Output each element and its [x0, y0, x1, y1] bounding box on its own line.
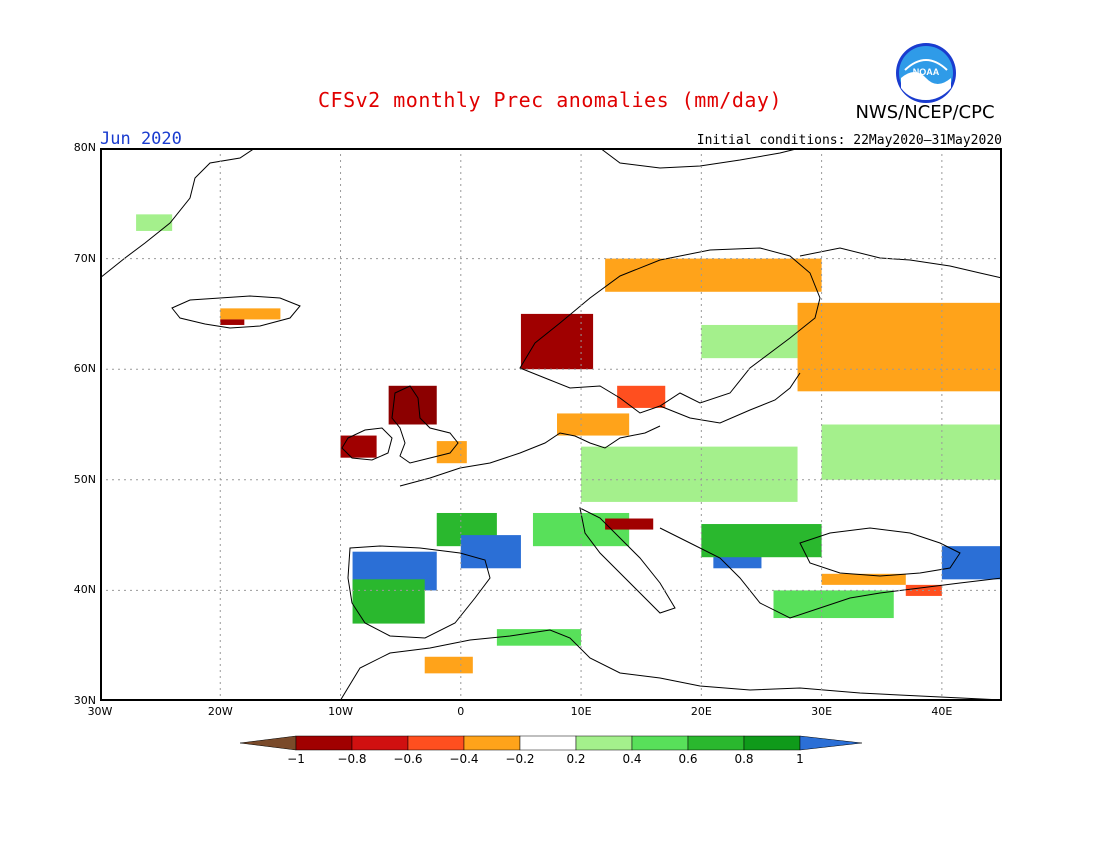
colorbar-label: 0.4 — [622, 752, 642, 766]
initial-conditions: Initial conditions: 22May2020–31May2020 — [696, 133, 1002, 148]
anomaly-layer — [136, 214, 1002, 674]
anomaly-region-adriatic-north — [605, 518, 654, 530]
anomaly-region-tunisia — [496, 629, 582, 646]
colorbar-swatch — [407, 735, 465, 751]
noaa-logo: NOAA — [896, 43, 956, 103]
colorbar — [240, 735, 862, 751]
lon-tick-label: 30W — [87, 705, 113, 718]
anomaly-region-romania — [701, 524, 822, 558]
lon-tick-label: 20W — [207, 705, 233, 718]
anomaly-region-germany-poland — [581, 446, 798, 502]
colorbar-min-arrow — [240, 735, 297, 751]
colorbar-label: 0.2 — [566, 752, 586, 766]
colorbar-swatch — [295, 735, 353, 751]
anomaly-region-north-scandinavia — [605, 258, 822, 292]
anomaly-region-caucasus — [941, 546, 1002, 580]
north-africa-coastline — [339, 629, 1002, 701]
colorbar-label: −0.4 — [449, 752, 479, 766]
colorbar-swatch — [351, 735, 409, 751]
chart-title: CFSv2 monthly Prec anomalies (mm/day) — [317, 88, 783, 112]
colorbar-swatch — [575, 735, 633, 751]
greenland-coastline — [100, 148, 256, 279]
colorbar-swatch — [463, 735, 521, 751]
lat-tick-label: 50N — [73, 472, 96, 486]
colorbar-label: 1 — [796, 752, 804, 766]
lon-tick-label: 10W — [328, 705, 353, 718]
lat-tick-label: 30N — [73, 694, 96, 707]
lat-tick-label: 60N — [73, 362, 96, 376]
ireland-coastline — [341, 427, 393, 461]
iberia-coastline — [347, 545, 491, 639]
colorbar-label: −0.2 — [505, 752, 535, 766]
graticule — [100, 148, 1002, 701]
colorbar-swatch — [519, 735, 577, 751]
anomaly-region-algeria-north — [424, 656, 473, 674]
anomaly-region-scotland — [388, 385, 437, 425]
anomaly-region-france-southwest — [460, 535, 521, 569]
lat-tick-label: 80N — [73, 141, 96, 154]
scandinavia-coastline — [519, 247, 821, 414]
colorbar-label: −0.6 — [393, 752, 423, 766]
anomaly-region-iceland-southwest — [220, 319, 245, 325]
coastlines — [100, 148, 1002, 701]
lat-tick-label: 40N — [73, 583, 96, 597]
baltic-coastline — [659, 372, 801, 424]
continental-coastline — [399, 425, 661, 487]
europe-map — [100, 148, 1002, 701]
svalbard-coastline — [599, 148, 801, 169]
lat-tick-label: 70N — [73, 251, 96, 265]
colorbar-swatch — [631, 735, 689, 751]
colorbar-swatch — [687, 735, 745, 751]
lon-tick-label: 0 — [457, 705, 465, 718]
anomaly-region-norway-coast — [520, 313, 594, 370]
colorbar-label: 0.8 — [734, 752, 754, 766]
anomaly-region-ireland — [340, 435, 377, 458]
anomaly-region-turkey-north — [821, 573, 906, 585]
noaa-logo-text: NOAA — [913, 67, 940, 77]
colorbar-label: 0.6 — [678, 752, 698, 766]
anomaly-region-ukraine-russia — [821, 424, 1002, 480]
colorbar-label: −1 — [287, 752, 305, 766]
lon-tick-label: 30E — [811, 705, 833, 718]
anomaly-region-northwest-russia — [797, 302, 1002, 392]
black-sea-coastline — [799, 527, 961, 577]
anomaly-region-baltic-denmark — [557, 413, 630, 436]
forecast-month: Jun 2020 — [100, 129, 182, 149]
russia-arctic-coastline — [799, 247, 1002, 279]
colorbar-label: −0.8 — [337, 752, 367, 766]
anomaly-region-finland-central — [701, 324, 798, 359]
anomaly-region-sweden-south — [617, 385, 666, 408]
agency-label: NWS/NCEP/CPC — [855, 102, 995, 123]
map-frame — [100, 148, 1002, 701]
anomaly-region-greenland-coast — [136, 214, 173, 231]
italy-coastline — [579, 507, 676, 614]
lon-tick-label: 10E — [570, 705, 592, 718]
colorbar-swatch — [743, 735, 801, 751]
lon-tick-label: 20E — [690, 705, 712, 718]
anomaly-region-iberia-central — [352, 579, 425, 624]
anomaly-region-turkey-west — [773, 590, 894, 619]
anomaly-region-iceland-south — [220, 308, 281, 320]
great-britain-coastline — [391, 385, 459, 464]
lon-tick-label: 40E — [931, 705, 953, 718]
balkan-coastline — [659, 527, 1002, 619]
iceland-coastline — [171, 295, 301, 329]
anomaly-region-england-east — [436, 441, 467, 464]
colorbar-max-arrow — [799, 735, 862, 751]
